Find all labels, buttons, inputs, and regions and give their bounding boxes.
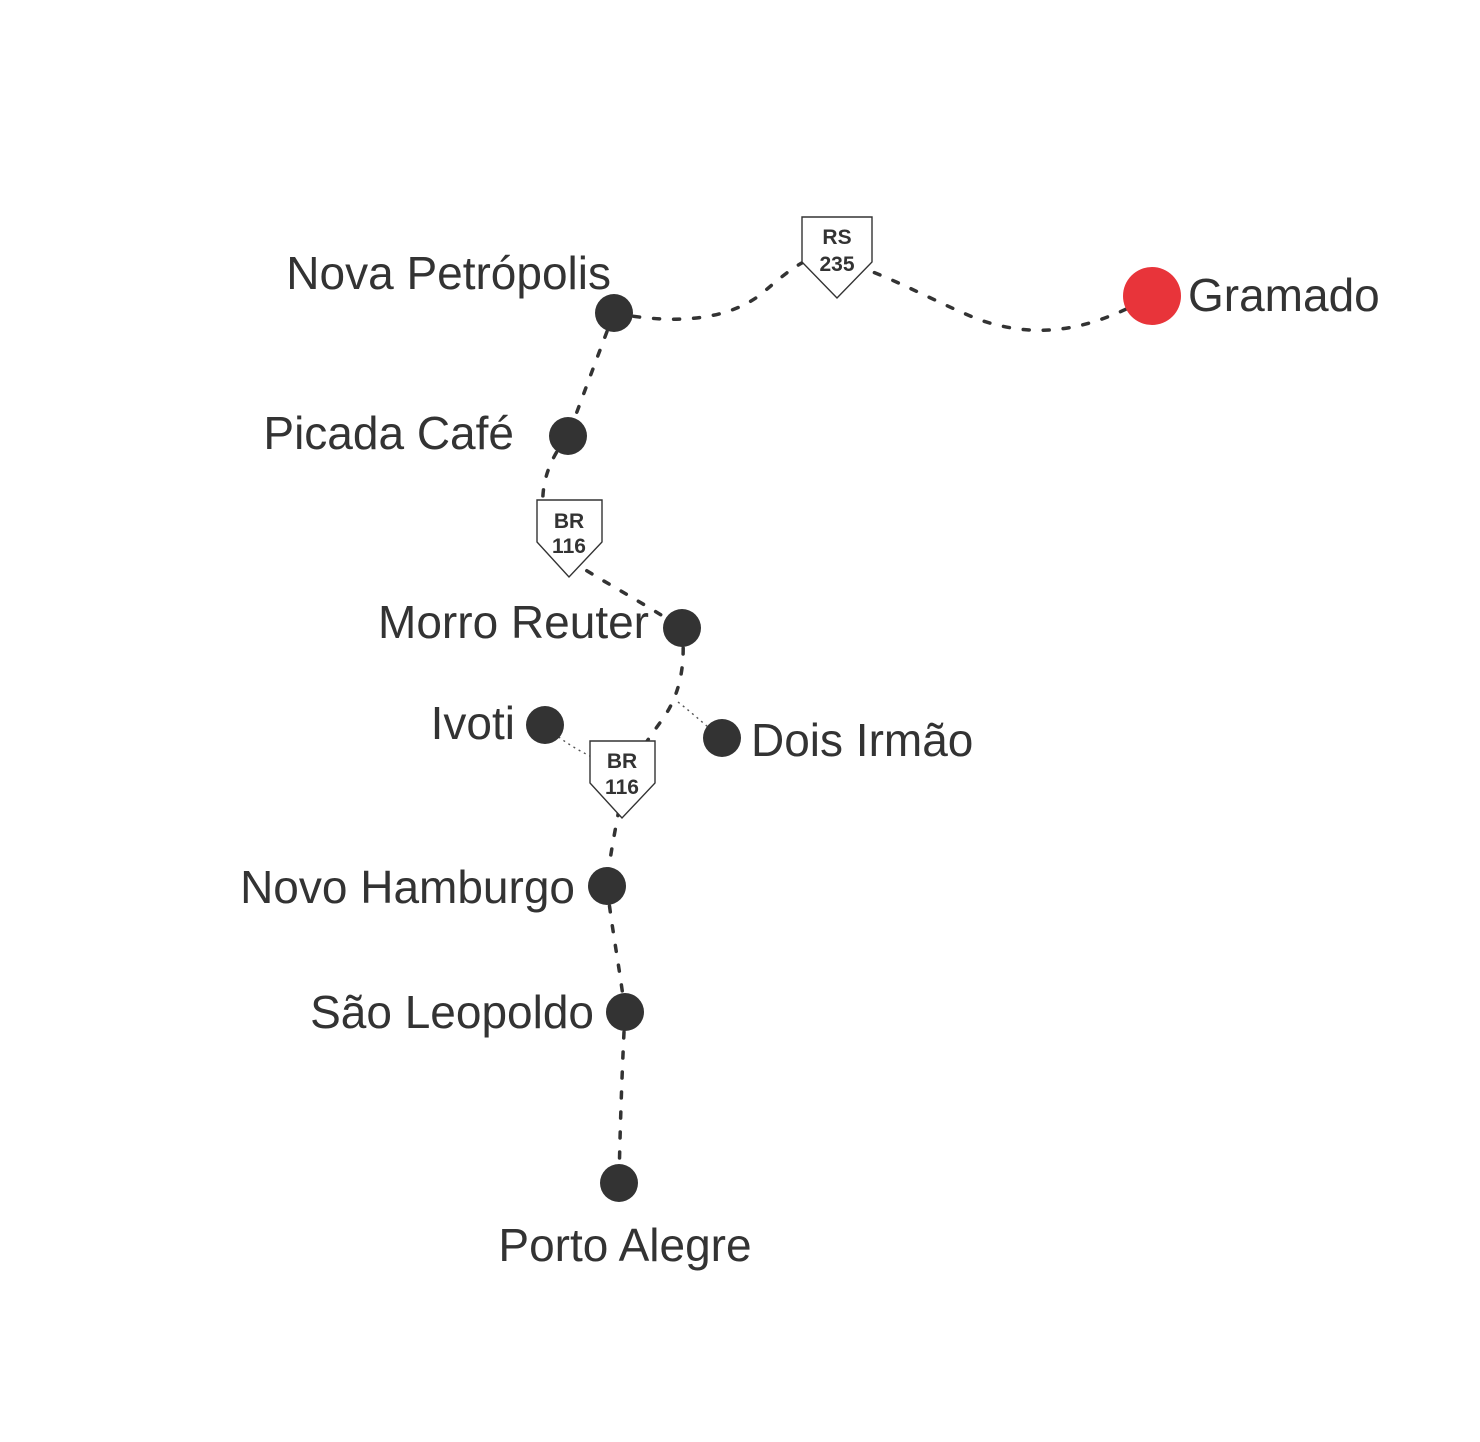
shield-br116-upper-line2: 116 [552, 535, 586, 558]
shield-br116-upper: BR 116 [536, 499, 603, 579]
marker-novo-hamburgo [588, 867, 626, 905]
label-ivoti: Ivoti [431, 697, 515, 749]
shield-br116-upper-line1: BR [554, 510, 584, 533]
road-dois-irmao-connector [677, 701, 723, 739]
label-gramado: Gramado [1188, 269, 1380, 321]
marker-gramado [1123, 267, 1181, 325]
road-nova-petropolis-picada-cafe [566, 311, 616, 438]
marker-nova-petropolis [595, 294, 633, 332]
road-sao-leopoldo-porto-alegre [617, 1010, 627, 1185]
label-picada-cafe: Picada Café [263, 407, 514, 459]
label-novo-hamburgo: Novo Hamburgo [240, 861, 575, 913]
label-morro-reuter: Morro Reuter [378, 596, 649, 648]
shield-br116-lower-line2: 116 [605, 776, 639, 799]
shield-br116-lower-outline [589, 740, 656, 820]
label-sao-leopoldo: São Leopoldo [310, 986, 594, 1038]
shield-rs235: RS 235 [801, 216, 873, 300]
marker-picada-cafe [549, 417, 587, 455]
shield-br116-lower: BR 116 [589, 740, 656, 820]
marker-porto-alegre [600, 1164, 638, 1202]
road-novo-hamburgo-sao-leopoldo [605, 884, 627, 1014]
road-rs235 [612, 255, 1152, 333]
label-dois-irmao: Dois Irmão [751, 714, 973, 766]
marker-ivoti [526, 706, 564, 744]
shield-rs235-line2: 235 [819, 253, 854, 276]
marker-morro-reuter [663, 609, 701, 647]
shield-br116-lower-line1: BR [607, 750, 637, 773]
label-porto-alegre: Porto Alegre [498, 1219, 751, 1271]
label-nova-petropolis: Nova Petrópolis [286, 247, 611, 299]
city-markers [526, 267, 1181, 1202]
shield-rs235-outline [801, 216, 873, 300]
marker-dois-irmao [703, 719, 741, 757]
shield-br116-upper-outline [536, 499, 603, 579]
city-labels: Gramado Nova Petrópolis Picada Café Morr… [240, 247, 1380, 1271]
shield-rs235-line1: RS [822, 226, 851, 249]
marker-sao-leopoldo [606, 993, 644, 1031]
